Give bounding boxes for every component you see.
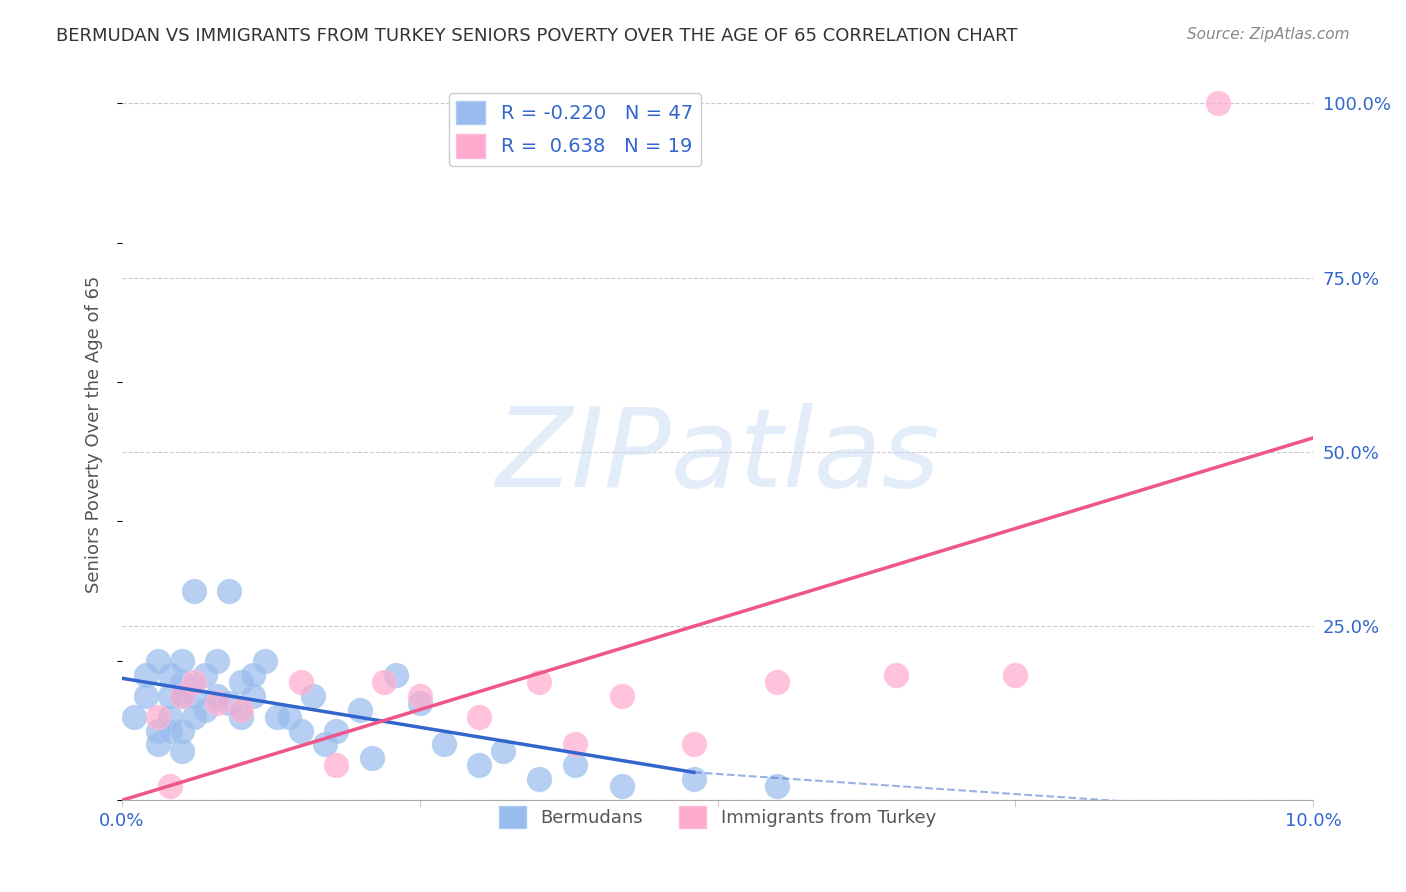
Point <box>159 779 181 793</box>
Point <box>682 772 704 787</box>
Point <box>194 703 217 717</box>
Point <box>218 584 240 599</box>
Point <box>409 696 432 710</box>
Point <box>170 674 193 689</box>
Point <box>159 689 181 703</box>
Point <box>527 674 550 689</box>
Point <box>170 723 193 738</box>
Point <box>183 584 205 599</box>
Point <box>183 674 205 689</box>
Point <box>159 709 181 723</box>
Point <box>612 689 634 703</box>
Point <box>242 689 264 703</box>
Point <box>183 689 205 703</box>
Legend: Bermudans, Immigrants from Turkey: Bermudans, Immigrants from Turkey <box>492 798 943 835</box>
Point <box>766 674 789 689</box>
Point <box>231 674 253 689</box>
Point <box>290 674 312 689</box>
Point <box>527 772 550 787</box>
Point <box>231 709 253 723</box>
Point <box>564 738 586 752</box>
Point <box>253 654 276 668</box>
Point <box>325 723 347 738</box>
Point <box>492 744 515 758</box>
Point <box>231 703 253 717</box>
Point <box>194 667 217 681</box>
Point <box>170 654 193 668</box>
Point <box>159 667 181 681</box>
Point <box>277 709 299 723</box>
Text: Source: ZipAtlas.com: Source: ZipAtlas.com <box>1187 27 1350 42</box>
Point <box>207 689 229 703</box>
Point <box>349 703 371 717</box>
Point <box>612 779 634 793</box>
Point <box>301 689 323 703</box>
Point <box>1004 667 1026 681</box>
Point <box>682 738 704 752</box>
Point <box>183 709 205 723</box>
Point <box>207 696 229 710</box>
Y-axis label: Seniors Poverty Over the Age of 65: Seniors Poverty Over the Age of 65 <box>86 276 103 593</box>
Point <box>409 689 432 703</box>
Point <box>468 758 491 772</box>
Point <box>1206 96 1229 111</box>
Point <box>373 674 395 689</box>
Point <box>290 723 312 738</box>
Point <box>170 689 193 703</box>
Point <box>218 696 240 710</box>
Point <box>146 654 169 668</box>
Point <box>146 738 169 752</box>
Point <box>242 667 264 681</box>
Point <box>207 654 229 668</box>
Point <box>159 723 181 738</box>
Point <box>886 667 908 681</box>
Point <box>385 667 408 681</box>
Text: ZIPatlas: ZIPatlas <box>495 403 941 510</box>
Point <box>146 723 169 738</box>
Point <box>170 744 193 758</box>
Point <box>135 667 157 681</box>
Point <box>433 738 456 752</box>
Point <box>170 689 193 703</box>
Point <box>146 709 169 723</box>
Point <box>135 689 157 703</box>
Point <box>766 779 789 793</box>
Point <box>314 738 336 752</box>
Point <box>361 751 384 765</box>
Point <box>325 758 347 772</box>
Point <box>564 758 586 772</box>
Text: BERMUDAN VS IMMIGRANTS FROM TURKEY SENIORS POVERTY OVER THE AGE OF 65 CORRELATIO: BERMUDAN VS IMMIGRANTS FROM TURKEY SENIO… <box>56 27 1018 45</box>
Point <box>468 709 491 723</box>
Point <box>266 709 288 723</box>
Point <box>122 709 145 723</box>
